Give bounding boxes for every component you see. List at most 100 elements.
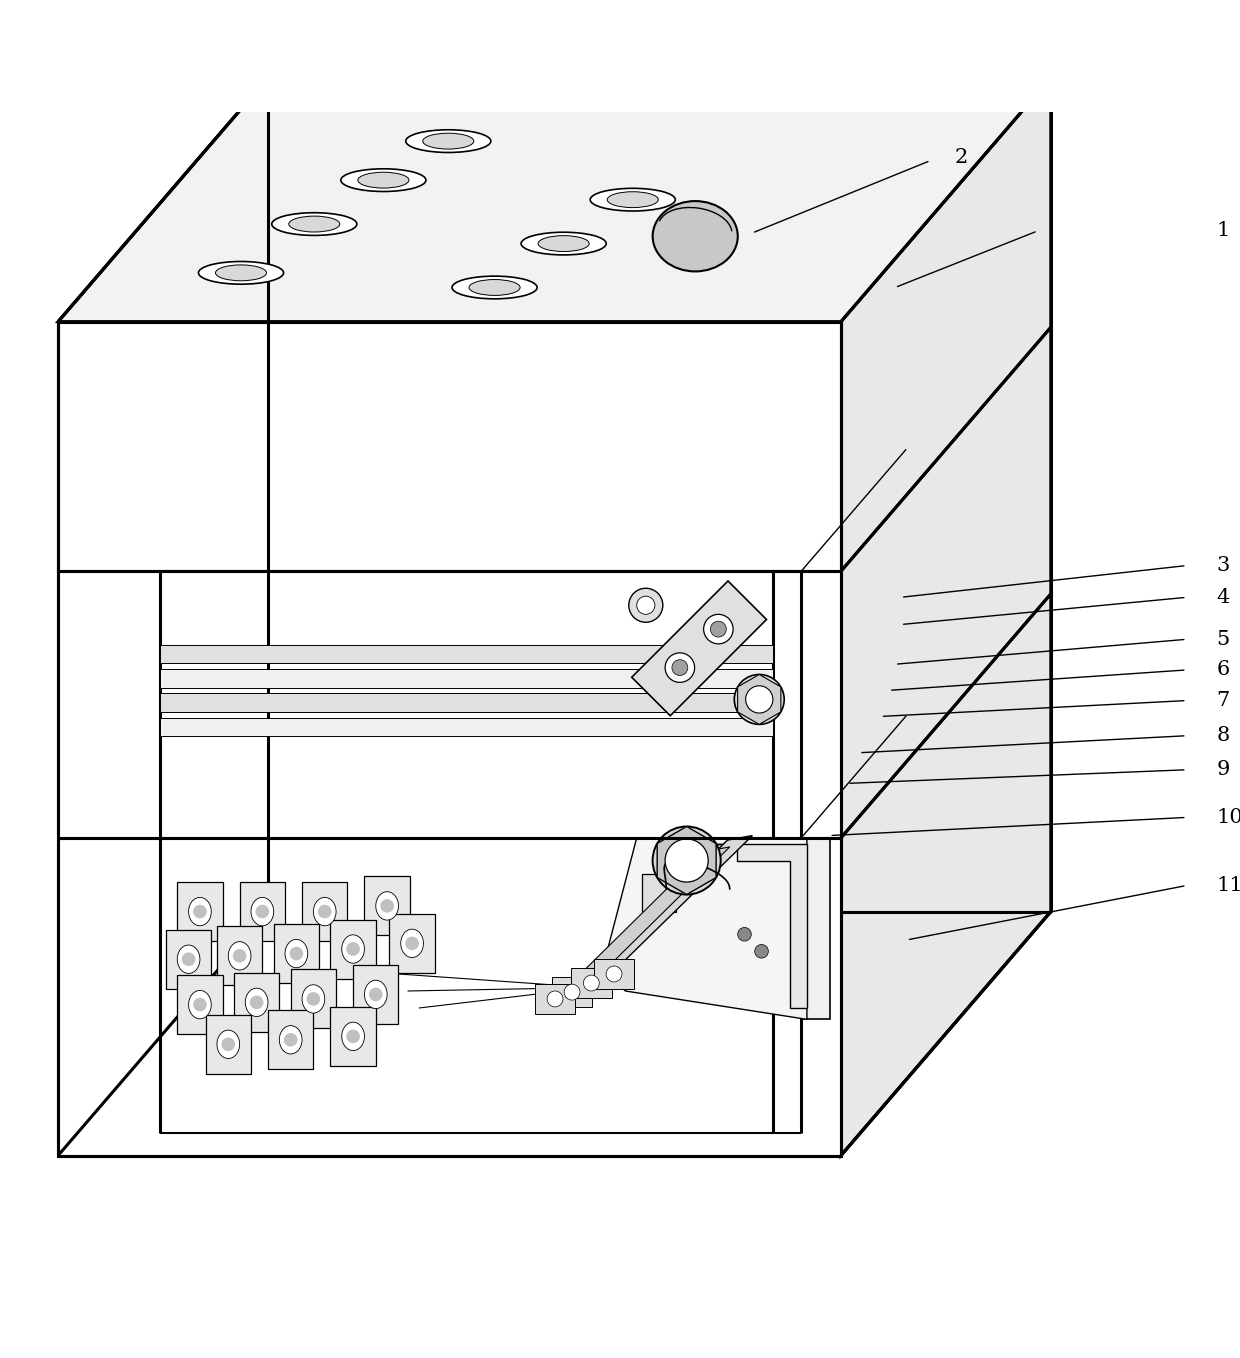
Polygon shape <box>365 876 409 936</box>
Circle shape <box>284 1033 298 1047</box>
Polygon shape <box>58 77 1050 322</box>
Circle shape <box>564 985 580 999</box>
Circle shape <box>346 1029 360 1043</box>
Polygon shape <box>841 77 1050 1156</box>
Ellipse shape <box>188 898 211 926</box>
Ellipse shape <box>401 929 423 957</box>
Polygon shape <box>534 985 575 1013</box>
Circle shape <box>222 1038 236 1051</box>
Ellipse shape <box>590 189 676 210</box>
Polygon shape <box>177 975 223 1033</box>
Circle shape <box>665 839 708 883</box>
Polygon shape <box>570 968 611 998</box>
Polygon shape <box>166 930 211 989</box>
Circle shape <box>672 660 688 675</box>
Ellipse shape <box>217 1031 239 1058</box>
Ellipse shape <box>608 191 658 208</box>
Polygon shape <box>649 838 830 1020</box>
Circle shape <box>290 947 303 960</box>
Polygon shape <box>234 972 279 1032</box>
Polygon shape <box>330 1006 376 1066</box>
Circle shape <box>370 987 383 1001</box>
Polygon shape <box>160 694 773 712</box>
Ellipse shape <box>250 898 274 926</box>
Circle shape <box>346 942 360 956</box>
Ellipse shape <box>358 172 409 189</box>
Polygon shape <box>353 966 398 1024</box>
Ellipse shape <box>216 265 267 281</box>
Polygon shape <box>556 847 730 999</box>
Ellipse shape <box>341 168 425 191</box>
Ellipse shape <box>469 280 520 296</box>
Text: 10: 10 <box>1216 808 1240 827</box>
Circle shape <box>381 899 394 913</box>
Polygon shape <box>682 843 807 1008</box>
Circle shape <box>711 621 727 637</box>
Polygon shape <box>290 970 336 1028</box>
Circle shape <box>547 991 563 1006</box>
Circle shape <box>652 827 720 895</box>
Ellipse shape <box>188 990 211 1018</box>
Polygon shape <box>603 838 807 1020</box>
Circle shape <box>249 995 263 1009</box>
Circle shape <box>629 588 663 622</box>
Ellipse shape <box>376 892 398 921</box>
Text: 5: 5 <box>1216 630 1230 649</box>
Polygon shape <box>572 835 753 993</box>
Text: 4: 4 <box>1216 588 1230 607</box>
Polygon shape <box>642 875 677 911</box>
Ellipse shape <box>314 898 336 926</box>
Polygon shape <box>274 923 319 983</box>
Circle shape <box>182 952 196 966</box>
Polygon shape <box>552 978 593 1006</box>
Polygon shape <box>58 322 841 1156</box>
Circle shape <box>665 653 694 682</box>
Text: 6: 6 <box>1216 660 1230 679</box>
Ellipse shape <box>272 213 357 235</box>
Polygon shape <box>303 883 347 941</box>
Circle shape <box>317 904 331 918</box>
Circle shape <box>233 949 247 963</box>
Circle shape <box>583 975 599 991</box>
Ellipse shape <box>342 1023 365 1051</box>
Polygon shape <box>160 669 773 687</box>
Text: 1: 1 <box>1216 221 1230 240</box>
Circle shape <box>734 675 784 724</box>
Circle shape <box>636 596 655 614</box>
Ellipse shape <box>279 1025 303 1054</box>
Ellipse shape <box>303 985 325 1013</box>
Ellipse shape <box>453 276 537 299</box>
Circle shape <box>606 966 622 982</box>
Polygon shape <box>631 581 766 716</box>
Circle shape <box>745 686 773 713</box>
Ellipse shape <box>198 262 284 284</box>
Polygon shape <box>206 1014 250 1074</box>
Ellipse shape <box>652 201 738 272</box>
Ellipse shape <box>365 980 387 1009</box>
Polygon shape <box>239 883 285 941</box>
Circle shape <box>755 944 769 959</box>
Text: 8: 8 <box>1216 727 1230 746</box>
Ellipse shape <box>177 945 200 974</box>
Polygon shape <box>738 675 781 724</box>
Polygon shape <box>160 645 773 664</box>
Ellipse shape <box>342 934 365 963</box>
Polygon shape <box>330 919 376 979</box>
Text: 3: 3 <box>1216 555 1230 574</box>
Ellipse shape <box>405 130 491 152</box>
Polygon shape <box>177 883 223 941</box>
Ellipse shape <box>423 133 474 149</box>
Polygon shape <box>268 1010 314 1069</box>
Circle shape <box>405 937 419 951</box>
Circle shape <box>738 928 751 941</box>
Text: 11: 11 <box>1216 876 1240 895</box>
Text: 2: 2 <box>955 148 967 167</box>
Ellipse shape <box>538 236 589 251</box>
Text: 7: 7 <box>1216 691 1230 710</box>
Ellipse shape <box>246 989 268 1017</box>
Circle shape <box>306 993 320 1006</box>
Polygon shape <box>389 914 435 972</box>
Ellipse shape <box>285 940 308 968</box>
Ellipse shape <box>289 216 340 232</box>
Polygon shape <box>160 717 773 736</box>
